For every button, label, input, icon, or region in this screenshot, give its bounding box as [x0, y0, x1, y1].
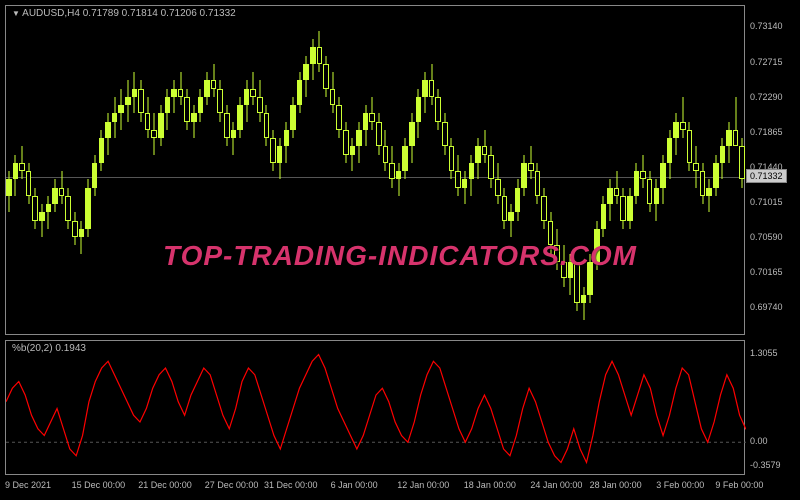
price-tick: 0.72290 [750, 92, 783, 102]
indicator-tick: 0.00 [750, 436, 768, 446]
indicator-tick: 1.3055 [750, 348, 778, 358]
chart-container: ▼ AUDUSD,H4 0.71789 0.71814 0.71206 0.71… [0, 0, 800, 500]
indicator-title: %b(20,2) 0.1943 [12, 343, 86, 354]
chart-title: ▼ AUDUSD,H4 0.71789 0.71814 0.71206 0.71… [12, 8, 236, 19]
time-tick: 12 Jan 00:00 [397, 480, 449, 490]
time-tick: 31 Dec 00:00 [264, 480, 318, 490]
current-price-tag: 0.71332 [746, 169, 787, 183]
ohlc-close: 0.71332 [200, 8, 236, 19]
time-xaxis: 9 Dec 2021 15 Dec 00:00 21 Dec 00:00 27 Dec… [5, 478, 745, 498]
symbol-label: AUDUSD,H4 [22, 8, 80, 19]
indicator-chart[interactable]: %b(20,2) 0.1943 [5, 340, 745, 475]
time-tick: 6 Jan 00:00 [331, 480, 378, 490]
current-price-value: 0.71332 [750, 171, 783, 181]
price-tick: 0.70165 [750, 267, 783, 277]
price-chart[interactable]: ▼ AUDUSD,H4 0.71789 0.71814 0.71206 0.71… [5, 5, 745, 335]
time-tick: 21 Dec 00:00 [138, 480, 192, 490]
indicator-svg [6, 341, 746, 476]
price-tick: 0.71015 [750, 197, 783, 207]
time-tick: 27 Dec 00:00 [205, 480, 259, 490]
price-tick: 0.72715 [750, 57, 783, 67]
price-tick: 0.73140 [750, 21, 783, 31]
time-tick: 3 Feb 00:00 [656, 480, 704, 490]
price-tick: 0.70590 [750, 232, 783, 242]
time-tick: 18 Jan 00:00 [464, 480, 516, 490]
indicator-yaxis: 1.3055 0.00 -0.3579 [748, 340, 798, 475]
dropdown-icon[interactable]: ▼ [12, 9, 20, 18]
time-tick: 9 Dec 2021 [5, 480, 51, 490]
time-tick: 24 Jan 00:00 [530, 480, 582, 490]
ohlc-open: 0.71789 [83, 8, 119, 19]
ohlc-low: 0.71206 [161, 8, 197, 19]
ohlc-high: 0.71814 [122, 8, 158, 19]
indicator-value: 0.1943 [55, 343, 86, 354]
time-tick: 9 Feb 00:00 [715, 480, 763, 490]
time-tick: 28 Jan 00:00 [590, 480, 642, 490]
indicator-tick: -0.3579 [750, 460, 781, 470]
price-tick: 0.69740 [750, 302, 783, 312]
indicator-name: %b(20,2) [12, 343, 53, 354]
time-tick: 15 Dec 00:00 [72, 480, 126, 490]
price-tick: 0.71865 [750, 127, 783, 137]
watermark-text: TOP-TRADING-INDICATORS.COM [163, 240, 637, 272]
